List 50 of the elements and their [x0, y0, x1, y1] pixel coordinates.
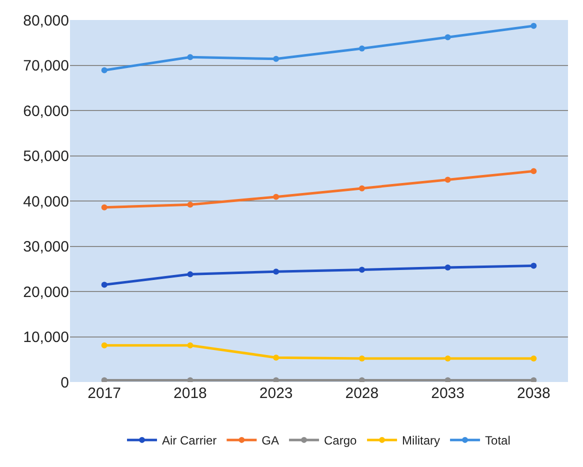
y-tick-label: 40,000	[23, 193, 69, 210]
point	[444, 264, 451, 271]
y-tick-label: 60,000	[23, 102, 69, 120]
legend-label: GA	[262, 434, 280, 448]
x-tick-label: 2038	[516, 385, 550, 402]
y-tick-label: 80,000	[23, 12, 69, 30]
y-tick-label: 10,000	[23, 329, 69, 346]
point	[530, 168, 537, 174]
point	[358, 46, 365, 52]
point	[358, 185, 365, 192]
point	[101, 377, 108, 382]
point	[530, 262, 537, 269]
point	[444, 176, 451, 183]
point	[358, 377, 365, 382]
point	[187, 271, 194, 278]
x-tick-label: 2018	[174, 385, 207, 402]
y-tick-label: 70,000	[23, 58, 69, 74]
point	[444, 355, 451, 362]
point	[101, 282, 108, 288]
point	[444, 34, 451, 40]
x-tick-label: 2023	[259, 385, 293, 402]
point	[358, 266, 365, 273]
point	[101, 204, 108, 210]
point	[187, 202, 194, 208]
legend-label: Air Carrier	[162, 434, 217, 448]
point	[187, 342, 194, 348]
point	[187, 377, 194, 382]
point	[273, 194, 280, 200]
y-tick-label: 0	[60, 374, 69, 392]
point	[530, 377, 537, 382]
y-tick-label: 20,000	[23, 284, 69, 301]
legend-label: Total	[485, 434, 510, 448]
point	[273, 56, 280, 62]
legend-label: Cargo	[324, 434, 358, 448]
point	[530, 22, 537, 29]
x-tick-label: 2028	[345, 385, 379, 402]
x-tick-label: 2033	[431, 385, 464, 402]
point	[273, 268, 280, 275]
point	[101, 342, 108, 348]
point	[101, 67, 108, 74]
point	[358, 355, 365, 362]
point	[187, 54, 194, 60]
point	[273, 354, 280, 361]
point	[273, 377, 280, 382]
y-tick-label: 30,000	[23, 238, 69, 256]
y-tick-label: 50,000	[23, 148, 69, 165]
point	[444, 377, 451, 382]
x-tick-label: 2017	[88, 385, 122, 402]
point	[530, 355, 537, 362]
legend-label: Military	[402, 434, 440, 448]
